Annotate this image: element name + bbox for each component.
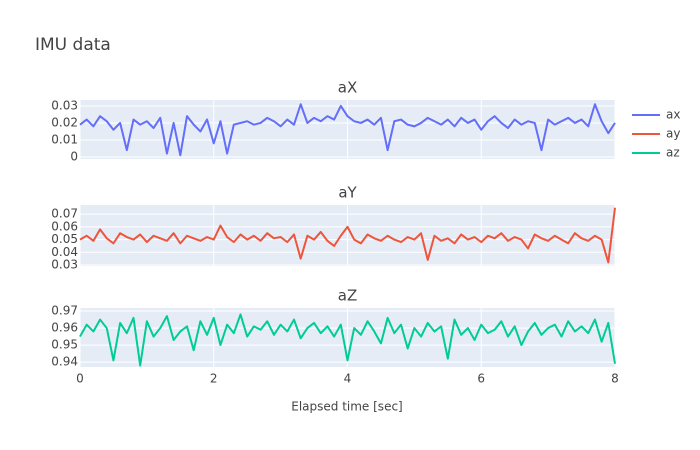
y-tick-label: 0.03 — [51, 98, 78, 112]
y-tick-label: 0.01 — [51, 132, 78, 146]
y-tick-label: 0.04 — [51, 245, 78, 259]
y-tick-label: 0.05 — [51, 232, 78, 246]
legend-label: ay — [666, 127, 680, 141]
x-tick-label: 6 — [477, 372, 485, 386]
subplot-title: aZ — [338, 287, 357, 305]
y-tick-label: 0.02 — [51, 115, 78, 129]
x-axis-label: Elapsed time [sec] — [291, 400, 402, 414]
x-tick-label: 0 — [76, 372, 84, 386]
series-line — [79, 313, 616, 367]
legend-label: az — [666, 146, 680, 160]
y-tick-label: 0.96 — [51, 321, 78, 335]
chart-title: IMU data — [35, 35, 111, 55]
y-tick-label: 0.94 — [51, 355, 78, 369]
series-line — [79, 207, 616, 264]
subplot-title: aX — [338, 79, 357, 97]
y-tick-label: 0.07 — [51, 207, 78, 221]
series-line — [79, 103, 616, 157]
subplot-title: aY — [338, 184, 357, 202]
x-tick-label: 4 — [344, 372, 352, 386]
y-tick-label: 0.03 — [51, 257, 78, 271]
y-tick-label: 0 — [70, 149, 78, 163]
x-tick-label: 8 — [611, 372, 619, 386]
y-tick-label: 0.95 — [51, 338, 78, 352]
x-tick-label: 2 — [210, 372, 218, 386]
legend-label: ax — [666, 108, 680, 122]
y-tick-label: 0.97 — [51, 304, 78, 318]
y-tick-label: 0.06 — [51, 219, 78, 233]
